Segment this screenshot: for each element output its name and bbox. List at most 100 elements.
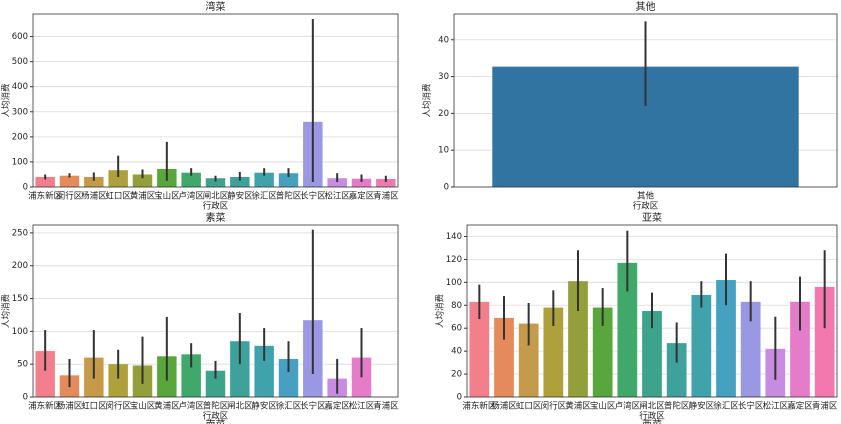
bar <box>790 301 810 397</box>
bar <box>254 345 274 397</box>
y-tick-label: 10 <box>438 146 449 156</box>
bar <box>278 173 299 187</box>
axes-frame <box>453 13 838 188</box>
chart-title: 亚菜 <box>642 212 662 224</box>
axes-frame <box>32 224 399 398</box>
bar <box>59 175 80 187</box>
bar <box>205 370 226 397</box>
bar <box>108 170 128 187</box>
clipped-title: 西菜 <box>642 419 662 424</box>
x-tick-label: 虹口区 <box>105 192 131 202</box>
y-tick-label: 600 <box>12 32 28 42</box>
x-tick-label: 杨浦区 <box>57 401 83 412</box>
x-tick-label: 青浦区 <box>373 191 399 202</box>
y-axis-label: 人均消费 <box>435 294 446 329</box>
y-tick-label: 200 <box>12 261 28 271</box>
x-tick-label: 黄浦区 <box>565 401 591 412</box>
bar <box>666 343 687 397</box>
x-tick-label: 浦东新区 <box>462 401 497 412</box>
y-tick-label: 150 <box>12 294 28 304</box>
x-tick-label: 长宁区 <box>300 401 326 412</box>
x-tick-label: 黄浦区 <box>130 191 156 202</box>
subplot: 0 50 100 150 200 250 浦东新区杨浦区虹口区闵行区宝山区黄浦区卢湾区普陀区… <box>1 211 400 422</box>
x-tick-label: 闸北区 <box>227 402 253 412</box>
bar <box>351 357 372 397</box>
bar <box>132 174 153 187</box>
bar <box>740 301 761 397</box>
x-tick-label: 浦东新区 <box>28 191 63 202</box>
x-tick-label: 松江区 <box>763 401 789 412</box>
bar <box>35 351 55 397</box>
y-tick-label: 100 <box>12 327 28 337</box>
x-tick-label: 长宁区 <box>738 401 764 412</box>
x-tick-label: 闵行区 <box>57 191 83 202</box>
bar <box>351 178 372 187</box>
bar <box>230 176 250 187</box>
bar <box>814 286 835 397</box>
bar <box>181 354 201 397</box>
y-tick-label: 40 <box>451 347 462 357</box>
bar <box>617 262 638 397</box>
bar <box>278 358 299 397</box>
y-tick-label: 500 <box>12 57 28 67</box>
y-tick-label: 20 <box>438 109 449 119</box>
x-axis-label: 行政区 <box>639 411 665 422</box>
x-tick-label: 徐汇区 <box>713 401 739 412</box>
y-tick-label: 0 <box>457 393 462 403</box>
x-tick-label: 闵行区 <box>541 401 567 412</box>
x-tick-label: 普陀区 <box>276 191 302 202</box>
y-tick-label: 30 <box>438 72 449 82</box>
bar <box>108 364 128 397</box>
x-tick-label: 浦东新区 <box>28 401 63 412</box>
axes-frame <box>32 13 399 188</box>
x-tick-label: 静安区 <box>251 401 277 412</box>
bar <box>254 172 274 187</box>
y-tick-label: 20 <box>451 370 462 380</box>
x-tick-label: 普陀区 <box>203 401 229 412</box>
bar <box>181 172 201 187</box>
bar <box>469 301 490 397</box>
y-tick-label: 40 <box>438 35 449 45</box>
x-tick-label: 卢湾区 <box>615 401 641 412</box>
x-tick-label: 徐汇区 <box>276 401 302 412</box>
bar <box>642 311 662 397</box>
x-tick-label: 卢湾区 <box>178 401 204 412</box>
bar <box>205 178 226 187</box>
bar <box>518 323 539 397</box>
x-tick-label: 静安区 <box>227 191 253 202</box>
bar <box>35 176 55 187</box>
y-tick-label: 0 <box>444 183 449 193</box>
y-tick-label: 0 <box>23 183 28 193</box>
x-tick-label: 杨浦区 <box>81 191 107 202</box>
y-tick-label: 200 <box>12 132 28 142</box>
x-tick-label: 松江区 <box>349 401 375 412</box>
x-tick-label: 松江区 <box>324 191 350 202</box>
subplot: 0 100 200 300 400 500 600 浦东新区闵行区杨浦区虹口区黄浦区宝山区卢湾… <box>1 0 400 212</box>
y-tick-label: 250 <box>12 228 28 238</box>
y-tick-label: 100 <box>446 278 462 288</box>
bar <box>376 178 396 187</box>
x-tick-label: 宝山区 <box>130 401 156 412</box>
x-tick-label: 杨浦区 <box>491 401 517 412</box>
x-tick-label: 嘉定区 <box>349 191 375 202</box>
x-tick-label: 青浦区 <box>373 401 399 412</box>
clipped-title: 南菜 <box>206 418 226 424</box>
x-tick-label: 虹口区 <box>81 402 107 412</box>
x-tick-label: 闸北区 <box>639 402 665 412</box>
y-tick-label: 100 <box>12 157 28 167</box>
x-tick-label: 嘉定区 <box>324 401 350 412</box>
x-tick-label: 闸北区 <box>203 192 229 202</box>
x-axis-label: 行政区 <box>203 201 229 212</box>
x-tick-label: 青浦区 <box>812 401 838 412</box>
chart-title: 素菜 <box>206 211 226 224</box>
y-tick-label: 120 <box>446 255 462 265</box>
y-axis-label: 人均消费 <box>1 83 12 118</box>
x-tick-label: 其他 <box>637 191 655 202</box>
y-axis-label: 人均消费 <box>422 83 433 118</box>
axes-frame <box>466 224 838 398</box>
bar <box>230 341 250 397</box>
y-tick-label: 50 <box>17 360 28 370</box>
y-tick-label: 300 <box>12 107 28 117</box>
